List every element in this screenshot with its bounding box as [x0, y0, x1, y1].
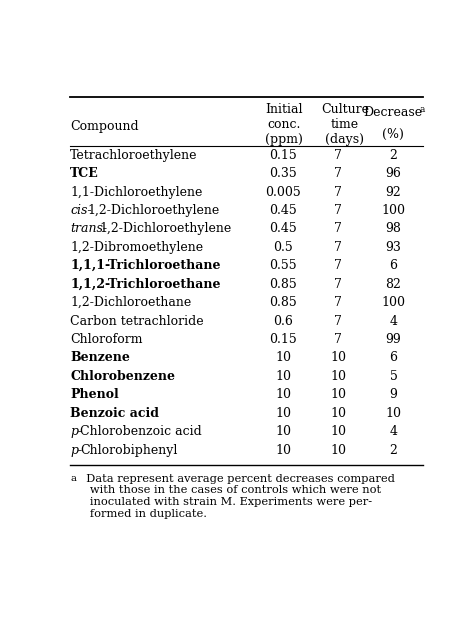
Text: 10: 10 — [275, 425, 292, 438]
Text: 98: 98 — [386, 222, 401, 236]
Text: Culture
time
(days): Culture time (days) — [321, 103, 369, 146]
Text: 10: 10 — [330, 425, 346, 438]
Text: Chlorobenzene: Chlorobenzene — [70, 370, 175, 383]
Text: 7: 7 — [335, 296, 342, 309]
Text: 93: 93 — [386, 241, 401, 254]
Text: Tetrachloroethylene: Tetrachloroethylene — [70, 149, 198, 162]
Text: p-: p- — [70, 425, 82, 438]
Text: 0.5: 0.5 — [273, 241, 293, 254]
Text: 0.85: 0.85 — [269, 278, 297, 290]
Text: 100: 100 — [382, 296, 406, 309]
Text: Chlorobiphenyl: Chlorobiphenyl — [80, 444, 177, 457]
Text: 0.45: 0.45 — [269, 204, 297, 217]
Text: trans-: trans- — [70, 222, 108, 236]
Text: 0.005: 0.005 — [265, 185, 301, 198]
Text: 2: 2 — [390, 149, 398, 162]
Text: 100: 100 — [382, 204, 406, 217]
Text: 6: 6 — [390, 260, 398, 272]
Text: 1,1,1-Trichloroethane: 1,1,1-Trichloroethane — [70, 260, 221, 272]
Text: 0.45: 0.45 — [269, 222, 297, 236]
Text: 92: 92 — [386, 185, 401, 198]
Text: 7: 7 — [335, 167, 342, 180]
Text: Chlorobenzoic acid: Chlorobenzoic acid — [80, 425, 201, 438]
Text: 7: 7 — [335, 333, 342, 346]
Text: 9: 9 — [390, 388, 398, 401]
Text: 10: 10 — [275, 370, 292, 383]
Text: 7: 7 — [335, 241, 342, 254]
Text: 10: 10 — [330, 407, 346, 420]
Text: 10: 10 — [275, 407, 292, 420]
Text: a: a — [419, 105, 424, 114]
Text: 1,2-Dibromoethylene: 1,2-Dibromoethylene — [70, 241, 203, 254]
Text: a: a — [70, 474, 76, 483]
Text: TCE: TCE — [70, 167, 99, 180]
Text: 10: 10 — [275, 444, 292, 457]
Text: 0.35: 0.35 — [269, 167, 297, 180]
Text: 7: 7 — [335, 278, 342, 290]
Text: 7: 7 — [335, 222, 342, 236]
Text: Phenol: Phenol — [70, 388, 119, 401]
Text: Chloroform: Chloroform — [70, 333, 143, 346]
Text: 10: 10 — [330, 444, 346, 457]
Text: Carbon tetrachloride: Carbon tetrachloride — [70, 314, 204, 328]
Text: 0.85: 0.85 — [269, 296, 297, 309]
Text: 7: 7 — [335, 260, 342, 272]
Text: 5: 5 — [390, 370, 398, 383]
Text: 1,2-Dichloroethane: 1,2-Dichloroethane — [70, 296, 191, 309]
Text: 10: 10 — [330, 370, 346, 383]
Text: (%): (%) — [382, 127, 403, 140]
Text: 7: 7 — [335, 204, 342, 217]
Text: 1,2-Dichloroethylene: 1,2-Dichloroethylene — [99, 222, 231, 236]
Text: 99: 99 — [386, 333, 401, 346]
Text: Compound: Compound — [70, 120, 139, 133]
Text: Decrease: Decrease — [363, 106, 422, 119]
Text: 0.55: 0.55 — [270, 260, 297, 272]
Text: 10: 10 — [330, 352, 346, 364]
Text: 0.15: 0.15 — [269, 333, 297, 346]
Text: p-: p- — [70, 444, 82, 457]
Text: 10: 10 — [385, 407, 401, 420]
Text: 1,2-Dichloroethylene: 1,2-Dichloroethylene — [87, 204, 219, 217]
Text: 7: 7 — [335, 185, 342, 198]
Text: 7: 7 — [335, 314, 342, 328]
Text: 0.15: 0.15 — [269, 149, 297, 162]
Text: 10: 10 — [330, 388, 346, 401]
Text: 10: 10 — [275, 352, 292, 364]
Text: 4: 4 — [390, 425, 398, 438]
Text: 4: 4 — [390, 314, 398, 328]
Text: 7: 7 — [335, 149, 342, 162]
Text: Initial
conc.
(ppm): Initial conc. (ppm) — [265, 103, 303, 146]
Text: 1,1-Dichloroethylene: 1,1-Dichloroethylene — [70, 185, 203, 198]
Text: 10: 10 — [275, 388, 292, 401]
Text: Benzene: Benzene — [70, 352, 130, 364]
Text: 96: 96 — [386, 167, 401, 180]
Text: Data represent average percent decreases compared
   with those in the cases of : Data represent average percent decreases… — [80, 474, 395, 518]
Text: 6: 6 — [390, 352, 398, 364]
Text: 1,1,2-Trichloroethane: 1,1,2-Trichloroethane — [70, 278, 221, 290]
Text: 82: 82 — [386, 278, 401, 290]
Text: 2: 2 — [390, 444, 398, 457]
Text: cis-: cis- — [70, 204, 92, 217]
Text: 0.6: 0.6 — [273, 314, 293, 328]
Text: Benzoic acid: Benzoic acid — [70, 407, 159, 420]
